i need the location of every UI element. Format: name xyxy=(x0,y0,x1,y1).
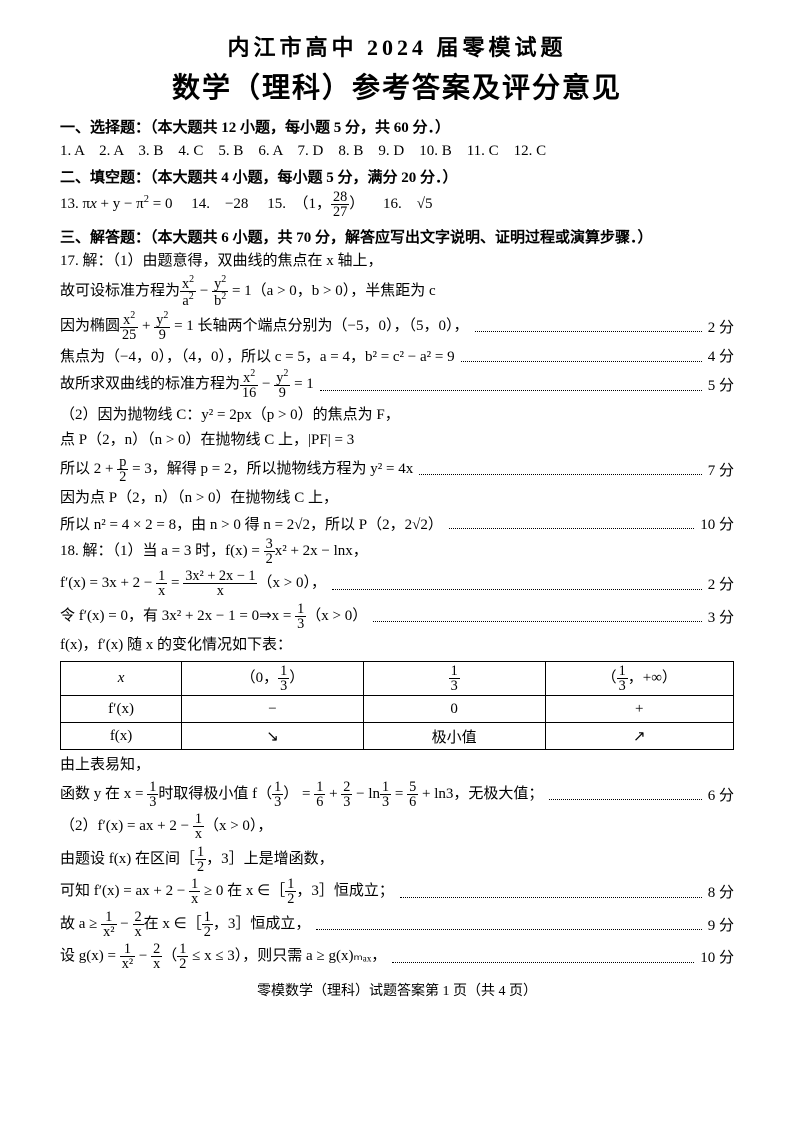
variation-table: x （0，13） 13 （13，+∞） f′(x) − 0 + f(x) ↘ 极… xyxy=(60,661,734,751)
section2-head: 二、填空题：（本大题共 4 小题，每小题 5 分，满分 20 分．） xyxy=(60,166,734,187)
q18-1: 18. 解：（1）当 a = 3 时，f(x) = 32x² + 2x − ln… xyxy=(60,537,734,567)
q17-line1: 17. 解：（1）由题意得，双曲线的焦点在 x 轴上， xyxy=(60,250,734,273)
q18-2b: 由题设 f(x) 在区间［12，3］上是增函数， xyxy=(60,845,734,875)
q18-fp: f′(x) = 3x + 2 − 1x = 3x² + 2x − 1x（x > … xyxy=(60,569,734,599)
section1-answers: 1. A 2. A 3. B 4. C 5. B 6. A 7. D 8. B … xyxy=(60,139,734,160)
q17-hyp: 故所求双曲线的标准方程为x216 − y29 = 1 5 分 xyxy=(60,369,734,400)
q17-focus: 焦点为（−4，0），（4，0），所以 c = 5，a = 4，b² = c² −… xyxy=(60,345,734,366)
q17-2a: （2）因为抛物线 C：y² = 2px（p > 0）的焦点为 F， xyxy=(60,404,734,427)
q18-2e: 设 g(x) = 1x² − 2x（12 ≤ x ≤ 3），则只需 a ≥ g(… xyxy=(60,942,734,972)
q18-2a: （2）f′(x) = ax + 2 − 1x（x > 0）， xyxy=(60,812,734,842)
q18-table-caption: f(x)，f′(x) 随 x 的变化情况如下表： xyxy=(60,634,734,657)
q17-2b: 点 P（2，n）（n > 0）在抛物线 C 上，|PF| = 3 xyxy=(60,429,734,452)
section3-head: 三、解答题：（本大题共 6 小题，共 70 分，解答应写出文字说明、证明过程或演… xyxy=(60,226,734,247)
title-line1: 内江市高中 2024 届零模试题 xyxy=(60,30,734,62)
q17-std: 故可设标准方程为x2a2 − y2b2 = 1（a > 0，b > 0），半焦距… xyxy=(60,275,734,308)
q17-2d: 因为点 P（2，n）（n > 0）在抛物线 C 上， xyxy=(60,487,734,510)
q17-2e: 所以 n² = 4 × 2 = 8，由 n > 0 得 n = 2√2，所以 P… xyxy=(60,513,734,534)
q18-2c: 可知 f′(x) = ax + 2 − 1x ≥ 0 在 x ∈［12，3］恒成… xyxy=(60,877,734,907)
section1-head: 一、选择题：（本大题共 12 小题，每小题 5 分，共 60 分．） xyxy=(60,116,734,137)
q18-min: 函数 y 在 x = 13时取得极小值 f（13） = 16 + 23 − ln… xyxy=(60,780,734,810)
q17-ellipse: 因为椭圆x225 + y29 = 1 长轴两个端点分别为（−5，0），（5，0）… xyxy=(60,311,734,342)
title-line2: 数学（理科）参考答案及评分意见 xyxy=(60,66,734,106)
q18-after-table: 由上表易知， xyxy=(60,754,734,777)
q17-2c: 所以 2 + p2 = 3，解得 p = 2，所以抛物线方程为 y² = 4x … xyxy=(60,455,734,485)
section2-answers: 13. πx + y − π2 = 0 14. −28 15. （1，2827）… xyxy=(60,190,734,220)
page-footer: 零模数学（理科）试题答案第 1 页（共 4 页） xyxy=(60,980,734,1000)
q18-2d: 故 a ≥ 1x² − 2x在 x ∈［12，3］恒成立， 9 分 xyxy=(60,910,734,940)
q18-set: 令 f′(x) = 0，有 3x² + 2x − 1 = 0⇒x = 13（x … xyxy=(60,602,734,632)
